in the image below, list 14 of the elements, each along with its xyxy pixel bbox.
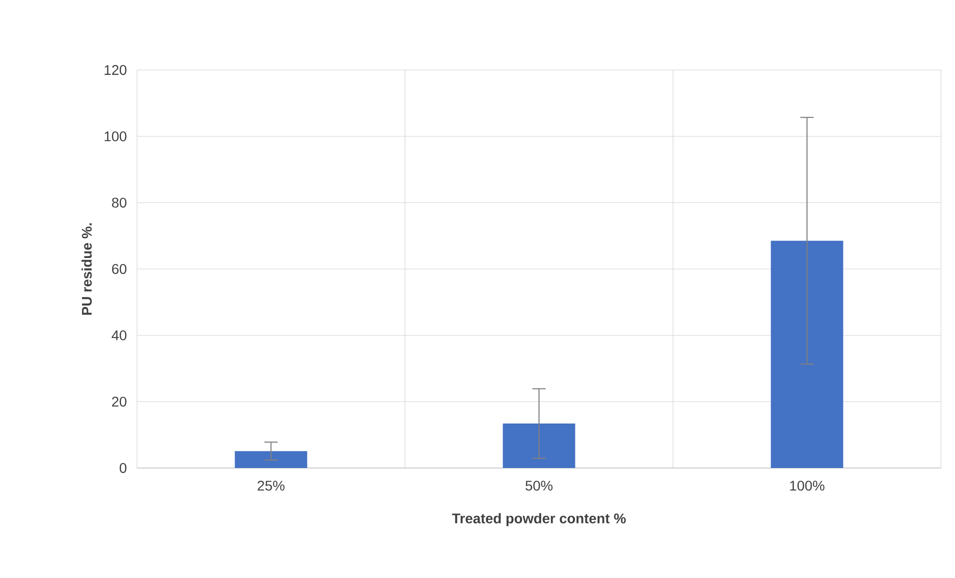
x-axis-title: Treated powder content % xyxy=(452,513,626,526)
y-tick-label: 40 xyxy=(112,330,126,340)
x-tick-label: 100% xyxy=(790,480,824,491)
y-tick-label: 80 xyxy=(112,198,126,208)
bar xyxy=(234,451,308,468)
y-tick-label: 60 xyxy=(112,264,126,274)
x-tick-label: 50% xyxy=(526,480,553,491)
bar xyxy=(502,424,576,468)
y-tick-label: 0 xyxy=(120,463,126,473)
y-axis-title: PU residue %. xyxy=(82,223,92,315)
y-tick-label: 100 xyxy=(104,131,126,142)
y-tick-label: 120 xyxy=(104,65,126,75)
y-tick-label: 20 xyxy=(112,396,126,407)
x-tick-label: 25% xyxy=(258,480,285,491)
